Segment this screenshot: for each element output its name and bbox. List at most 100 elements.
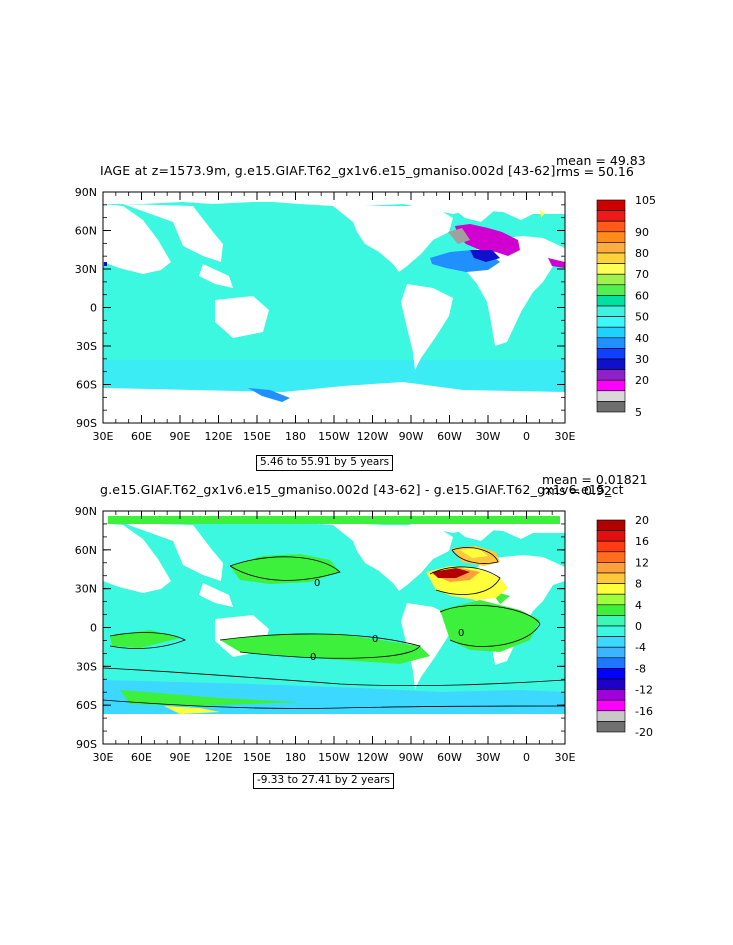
colorbar-swatch <box>596 572 626 584</box>
colorbar-swatch <box>596 284 626 296</box>
top-colorbar: 105 90 80 70 60 50 40 30 20 5 <box>596 194 656 419</box>
colorbar-swatch <box>596 348 626 360</box>
lat-tick-label: 60N <box>75 544 97 557</box>
bottom-contour-info: -9.33 to 27.41 by 2 years <box>253 773 394 789</box>
top-ticks <box>102 191 566 424</box>
colorbar-swatch <box>596 593 626 606</box>
lon-tick-label: 150W <box>318 751 350 764</box>
colorbar-swatch <box>596 273 626 286</box>
lon-tick-label: 60E <box>131 430 152 443</box>
colorbar-label: 90 <box>635 226 649 239</box>
lon-tick-label: 90E <box>170 430 191 443</box>
colorbar-label: 5 <box>635 406 642 419</box>
lon-tick-label: 0 <box>523 751 530 764</box>
colorbar-label: 4 <box>635 599 642 612</box>
top-map <box>102 191 566 424</box>
colorbar-label: 16 <box>635 535 649 548</box>
colorbar-swatch <box>596 678 626 690</box>
top-contour-info: 5.46 to 55.91 by 5 years <box>256 455 394 471</box>
colorbar-swatch <box>596 252 626 264</box>
top-mean-label: mean = 49.83 <box>556 153 646 168</box>
top-panel-title: IAGE at z=1573.9m, g.e15.GIAF.T62_gx1v6.… <box>100 163 556 178</box>
colorbar-label: 12 <box>635 556 649 569</box>
colorbar-swatch <box>596 615 626 627</box>
contour-label: 0 <box>458 628 464 639</box>
colorbar-swatch <box>596 540 626 553</box>
colorbar-swatch <box>596 220 626 233</box>
colorbar-swatch <box>596 562 626 574</box>
lon-tick-label: 90W <box>399 751 424 764</box>
colorbar-label: 20 <box>635 374 649 387</box>
lon-tick-label: 120E <box>205 751 233 764</box>
colorbar-swatch <box>596 710 626 722</box>
lon-tick-label: 90W <box>399 430 424 443</box>
lon-tick-label: 30E <box>93 751 114 764</box>
lon-tick-label: 60W <box>437 430 462 443</box>
lat-tick-label: 90S <box>76 417 97 430</box>
lat-tick-label: 60S <box>76 699 97 712</box>
colorbar-swatch <box>596 369 626 381</box>
lon-tick-label: 180 <box>285 751 306 764</box>
colorbar-label: 20 <box>635 514 649 527</box>
lat-tick-label: 60N <box>75 225 97 238</box>
lon-tick-label: 180 <box>285 430 306 443</box>
bottom-ticks <box>102 510 566 745</box>
lat-tick-label: 0 <box>90 622 97 635</box>
contour-label: 0 <box>372 634 378 645</box>
colorbar-swatch <box>596 358 626 370</box>
bottom-colorbar: 20 16 12 8 4 0 -4 -8 -12 -16 -20 <box>596 514 653 739</box>
lon-tick-label: 30E <box>93 430 114 443</box>
colorbar-swatch <box>596 604 626 616</box>
colorbar-label: 105 <box>635 194 656 207</box>
colorbar-label: 60 <box>635 289 649 302</box>
colorbar-label: 70 <box>635 268 649 281</box>
bottom-panel-title: g.e15.GIAF.T62_gx1v6.e15_gmaniso.002d [4… <box>100 482 624 497</box>
lat-tick-label: 90N <box>75 505 97 518</box>
colorbar-swatch <box>596 210 626 222</box>
colorbar-swatch <box>596 519 626 531</box>
colorbar-label: -8 <box>635 662 646 675</box>
colorbar-swatch <box>596 583 626 595</box>
colorbar-label: -16 <box>635 705 653 718</box>
colorbar-swatch <box>596 657 626 669</box>
lon-tick-label: 150E <box>243 751 271 764</box>
lon-tick-label: 60E <box>131 751 152 764</box>
colorbar-label: 40 <box>635 332 649 345</box>
colorbar-label: 0 <box>635 620 642 633</box>
contour-label: 0 <box>310 652 316 663</box>
colorbar-label: 50 <box>635 311 649 324</box>
colorbar-swatch <box>596 401 626 413</box>
lon-tick-label: 150E <box>243 430 271 443</box>
colorbar-swatch <box>596 530 626 542</box>
lon-tick-label: 150W <box>318 430 350 443</box>
colorbar-swatch <box>596 646 626 659</box>
lat-tick-label: 90S <box>76 738 97 751</box>
colorbar-swatch <box>596 636 626 648</box>
lat-tick-label: 30N <box>75 263 97 276</box>
colorbar-swatch <box>596 668 626 680</box>
colorbar-label: 30 <box>635 353 649 366</box>
lat-tick-label: 30N <box>75 583 97 596</box>
lon-tick-label: 90E <box>170 751 191 764</box>
colorbar-label: -20 <box>635 726 653 739</box>
colorbar-label: 80 <box>635 247 649 260</box>
colorbar-swatch <box>596 295 626 307</box>
colorbar-swatch <box>596 625 626 637</box>
lon-tick-label: 120W <box>357 751 389 764</box>
colorbar-swatch <box>596 390 626 402</box>
colorbar-swatch <box>596 305 626 317</box>
lat-tick-label: 0 <box>90 302 97 315</box>
colorbar-swatch <box>596 199 626 211</box>
bottom-rms-label: rms = 0.92 <box>542 483 612 498</box>
lat-tick-label: 60S <box>76 379 97 392</box>
lat-tick-label: 30S <box>76 660 97 673</box>
lon-tick-label: 0 <box>523 430 530 443</box>
bottom-mean-label: mean = 0.01821 <box>542 472 648 487</box>
colorbar-swatch <box>596 551 626 563</box>
lon-tick-label: 120W <box>357 430 389 443</box>
lon-tick-label: 30E <box>555 751 576 764</box>
lat-tick-label: 90N <box>75 186 97 199</box>
